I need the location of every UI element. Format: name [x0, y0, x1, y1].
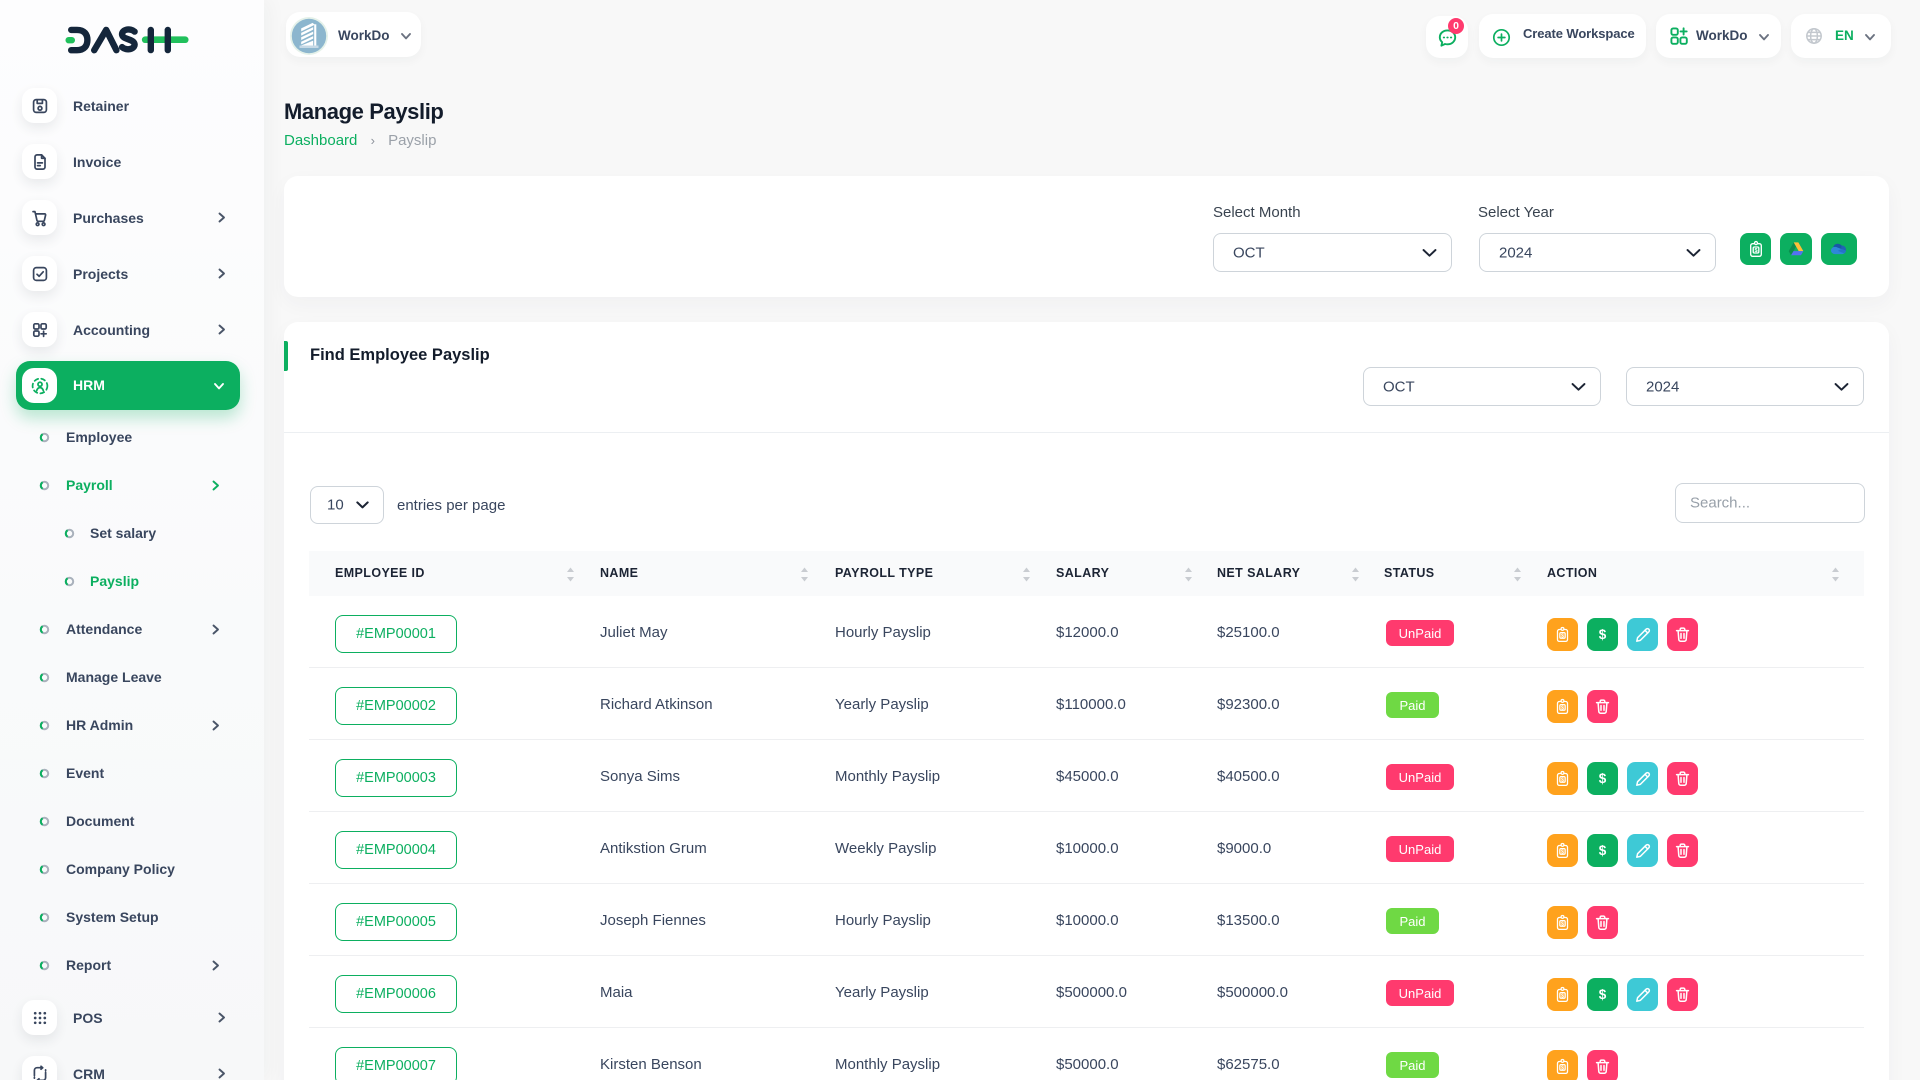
svg-text:$: $: [1599, 771, 1607, 786]
svg-text:$: $: [1561, 921, 1564, 927]
svg-text:$: $: [1754, 248, 1758, 254]
svg-text:$: $: [1599, 843, 1607, 858]
svg-text:$: $: [1561, 777, 1564, 783]
svg-text:$: $: [1561, 705, 1564, 711]
svg-text:$: $: [1561, 849, 1564, 855]
svg-text:$: $: [1561, 993, 1564, 999]
svg-text:$: $: [1561, 633, 1564, 639]
svg-text:$: $: [1599, 987, 1607, 1002]
svg-text:$: $: [1561, 1065, 1564, 1071]
svg-text:$: $: [1599, 627, 1607, 642]
